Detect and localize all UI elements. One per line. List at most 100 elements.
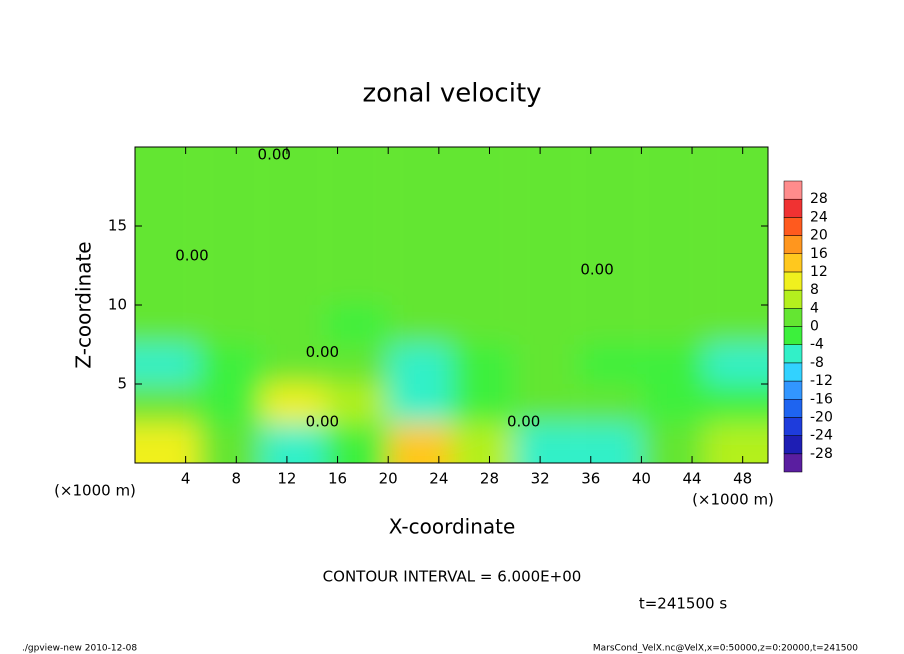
- cells: [135, 147, 768, 463]
- field-cell: [514, 265, 579, 305]
- field-cell: [451, 226, 515, 266]
- colorbar-box: [783, 453, 803, 473]
- field-cell: [514, 305, 579, 345]
- field-cell: [135, 344, 199, 384]
- colorbar-label: -8: [810, 355, 824, 371]
- colorbar-box: [783, 180, 803, 200]
- colorbar-label: 0: [810, 319, 819, 335]
- field: [135, 147, 768, 463]
- field-cell: [388, 344, 452, 384]
- field-cell: [641, 265, 705, 305]
- field-cell: [578, 147, 642, 187]
- contour-label: 0.00: [175, 247, 208, 265]
- field-cell: [514, 186, 579, 226]
- field-cell: [451, 344, 515, 384]
- colorbar-box: [783, 362, 803, 382]
- colorbar-label: 28: [810, 191, 828, 207]
- field-cell: [578, 226, 642, 266]
- colorbar-box: [783, 198, 803, 218]
- y-tick-label: 10: [108, 296, 127, 314]
- field-cell: [641, 423, 705, 463]
- x-tick-label: 24: [429, 470, 448, 488]
- field-cell: [451, 305, 515, 345]
- field-cell: [578, 265, 642, 305]
- field-cell: [135, 186, 199, 226]
- field-cell: [704, 186, 768, 226]
- field-cell: [135, 226, 199, 266]
- field-cell: [324, 423, 389, 463]
- field-cell: [388, 384, 452, 424]
- field-cell: [198, 384, 262, 424]
- x-tick-label: 48: [733, 470, 752, 488]
- field-cell: [198, 423, 262, 463]
- y-tick-label: 5: [117, 375, 127, 393]
- footer-left: ./gpview-new 2010-12-08: [22, 644, 137, 654]
- field-cell: [578, 186, 642, 226]
- field-cell: [261, 305, 325, 345]
- field-cell: [261, 384, 325, 424]
- field-cell: [324, 384, 389, 424]
- contour-label: 0.00: [258, 145, 291, 163]
- colorbar-label: -20: [810, 409, 833, 425]
- contour-label: 0.00: [580, 261, 613, 279]
- contour-label: 0.00: [507, 412, 540, 430]
- field-cell: [324, 226, 389, 266]
- field-cell: [704, 305, 768, 345]
- y-unit-label: (×1000 m): [54, 482, 136, 500]
- colorbar-label: 16: [810, 246, 828, 262]
- field-cell: [261, 147, 325, 187]
- field-cell: [451, 384, 515, 424]
- x-tick-label: 20: [379, 470, 398, 488]
- colorbar-label: -24: [810, 428, 833, 444]
- colorbar-box: [783, 308, 803, 327]
- time-label: t=241500 s: [639, 595, 727, 613]
- field-cell: [324, 186, 389, 226]
- field-cell: [198, 147, 262, 187]
- field-cell: [704, 344, 768, 384]
- colorbar-box: [783, 235, 803, 254]
- field-cell: [135, 305, 199, 345]
- field-cell: [324, 265, 389, 305]
- field-cell: [451, 265, 515, 305]
- x-tick-label: 16: [328, 470, 347, 488]
- footer-right: MarsCond_VelX.nc@VelX,x=0:50000,z=0:2000…: [593, 644, 858, 654]
- colorbar-box: [783, 399, 803, 418]
- colorbar-label: 12: [810, 264, 828, 280]
- colorbar-box: [783, 435, 803, 455]
- field-cell: [388, 265, 452, 305]
- field-cell: [388, 423, 452, 463]
- x-tick-label: 36: [581, 470, 600, 488]
- field-cell: [578, 305, 642, 345]
- x-axis-label: X-coordinate: [389, 515, 516, 539]
- colorbar-box: [783, 217, 803, 236]
- field-cell: [641, 186, 705, 226]
- field-cell: [135, 423, 199, 463]
- colorbar-label: 24: [810, 209, 828, 225]
- x-tick-label: 12: [277, 470, 296, 488]
- field-cell: [578, 344, 642, 384]
- field-cell: [135, 147, 199, 187]
- x-tick-label: 40: [632, 470, 651, 488]
- colorbar-box: [783, 326, 803, 345]
- colorbar-box: [783, 271, 803, 291]
- field-cell: [324, 147, 389, 187]
- field-cell: [704, 147, 768, 187]
- field-cell: [324, 344, 389, 384]
- x-tick-label: 28: [480, 470, 499, 488]
- field-cell: [451, 423, 515, 463]
- x-tick-label: 44: [682, 470, 701, 488]
- colorbar-box: [783, 253, 803, 273]
- field-cell: [704, 226, 768, 266]
- field-cell: [704, 384, 768, 424]
- field-cell: [198, 344, 262, 384]
- field-cell: [578, 423, 642, 463]
- field-cell: [261, 186, 325, 226]
- field-cell: [324, 305, 389, 345]
- colorbar-label: -4: [810, 337, 824, 353]
- colorbar-label: -16: [810, 391, 833, 407]
- field-cell: [641, 344, 705, 384]
- field-cell: [388, 186, 452, 226]
- contour-interval: CONTOUR INTERVAL = 6.000E+00: [323, 568, 582, 586]
